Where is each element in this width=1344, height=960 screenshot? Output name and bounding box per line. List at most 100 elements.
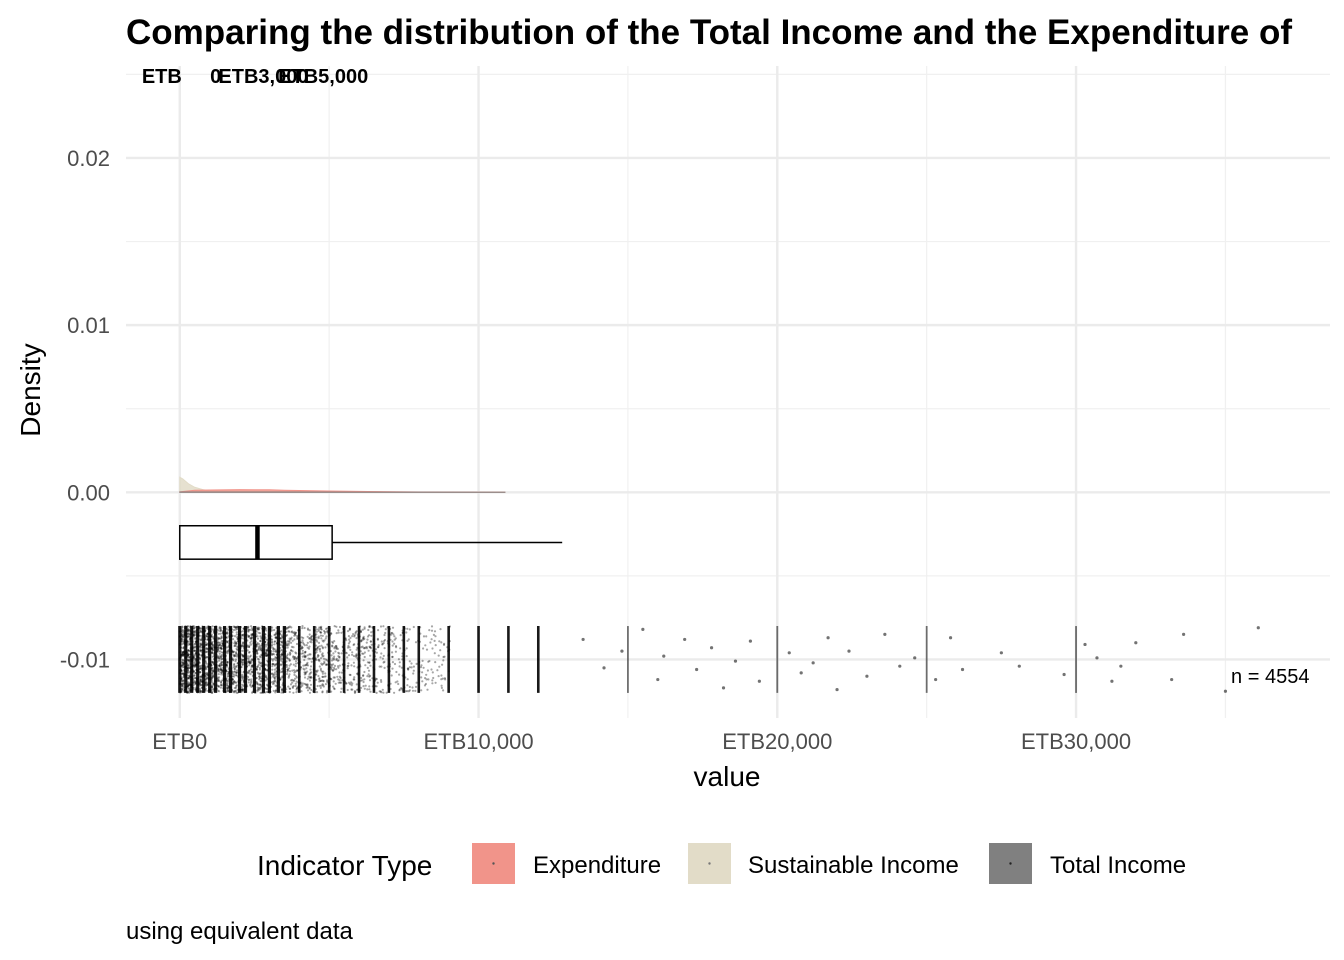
jitter-point (241, 658, 244, 662)
jitter-point (441, 677, 444, 680)
jitter-point (205, 662, 208, 665)
jitter-point (288, 687, 291, 690)
jitter-point (315, 673, 318, 676)
jitter-point (292, 684, 295, 688)
jitter-point (319, 679, 322, 683)
jitter-point (248, 650, 251, 654)
jitter-point (319, 669, 322, 672)
jitter-point (355, 672, 359, 675)
jitter-point (233, 686, 236, 690)
jitter-point (218, 690, 221, 693)
jitter-point (187, 652, 190, 656)
jitter-point (182, 682, 185, 685)
jitter-point (265, 651, 268, 655)
jitter-point (303, 671, 306, 674)
jitter-point (221, 657, 224, 661)
jitter-point (319, 626, 323, 629)
jitter-point (366, 638, 369, 641)
jitter-point (422, 635, 426, 638)
jitter-point (307, 628, 310, 631)
jitter-point (205, 626, 208, 629)
jitter-point (199, 646, 202, 649)
jitter-point (227, 674, 230, 677)
jitter-point (352, 661, 355, 664)
jitter-point (330, 632, 333, 636)
jitter-point (186, 643, 190, 647)
jitter-point (218, 659, 221, 662)
jitter-point (287, 630, 290, 633)
jitter-point (182, 659, 185, 662)
jitter-outlier-point (1170, 677, 1174, 682)
jitter-point (274, 675, 277, 678)
jitter-point (335, 632, 338, 635)
jitter-point (301, 649, 304, 652)
jitter-point (199, 679, 202, 682)
jitter-point (234, 652, 238, 655)
jitter-outlier-point (960, 667, 965, 672)
jitter-point (251, 670, 254, 673)
jitter-point (265, 683, 269, 687)
jitter-point (235, 653, 238, 656)
jitter-point (211, 661, 214, 664)
jitter-point (248, 655, 252, 658)
jitter-point (293, 679, 296, 682)
jitter-point (275, 663, 278, 666)
jitter-point (290, 679, 293, 682)
jitter-point (212, 644, 215, 647)
jitter-point (200, 654, 203, 657)
jitter-point (241, 643, 244, 646)
jitter-point (362, 636, 365, 640)
jitter-point (257, 643, 261, 646)
jitter-point (279, 663, 283, 666)
jitter-point (375, 685, 378, 688)
jitter-point (383, 633, 386, 637)
jitter-outlier-point (695, 667, 699, 672)
jitter-point (379, 656, 382, 659)
jitter-point (181, 658, 184, 662)
jitter-point (325, 691, 329, 694)
jitter-point (306, 683, 309, 686)
jitter-point (304, 672, 307, 676)
jitter-point (391, 626, 395, 629)
jitter-point (368, 645, 371, 648)
jitter-point (256, 686, 259, 689)
jitter-point (360, 639, 363, 642)
jitter-outlier-point (865, 674, 869, 678)
jitter-point (259, 639, 262, 643)
jitter-point (434, 661, 437, 664)
jitter-point (193, 664, 196, 667)
jitter-point (256, 628, 259, 631)
jitter-point (270, 653, 273, 657)
jitter-point (181, 637, 184, 641)
jitter-point (256, 652, 259, 655)
jitter-point (219, 647, 222, 650)
jitter-point (317, 654, 320, 657)
jitter-point (241, 634, 244, 637)
jitter-point (217, 644, 220, 647)
jitter-point (375, 677, 378, 681)
jitter-point (181, 682, 185, 685)
jitter-point (285, 672, 289, 676)
jitter-point (320, 684, 323, 687)
jitter-point (308, 691, 312, 694)
jitter-point (291, 650, 294, 653)
jitter-point (188, 632, 191, 635)
jitter-point (289, 649, 293, 652)
jitter-point (193, 653, 196, 656)
jitter-point (255, 627, 259, 630)
jitter-point (320, 628, 323, 631)
jitter-point (219, 686, 222, 689)
jitter-point (217, 685, 220, 688)
jitter-point (187, 649, 190, 652)
jitter-point (318, 684, 321, 688)
jitter-point (192, 649, 196, 653)
jitter-point (264, 654, 267, 658)
jitter-point (192, 634, 195, 637)
jitter-point (249, 662, 252, 665)
jitter-point (258, 662, 261, 665)
jitter-point (291, 630, 294, 633)
jitter-point (231, 675, 234, 678)
jitter-point (255, 645, 258, 648)
jitter-point (187, 691, 190, 694)
jitter-point (232, 653, 235, 657)
